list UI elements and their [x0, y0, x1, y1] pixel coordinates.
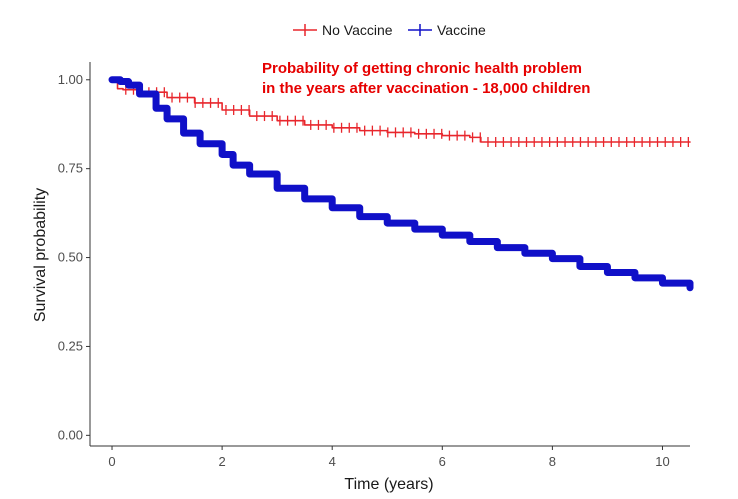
x-tick-label: 6 — [439, 454, 446, 469]
y-tick-label: 0.50 — [58, 250, 83, 265]
y-tick-label: 1.00 — [58, 72, 83, 87]
plot-area: 0 2 4 6 8 10 0.00 0.25 0.50 0.75 1.00 — [58, 62, 694, 469]
x-axis-title: Time (years) — [344, 476, 433, 493]
series-line-vaccine — [108, 76, 694, 292]
legend: No Vaccine Vaccine — [293, 22, 486, 38]
x-tick-label: 8 — [549, 454, 556, 469]
x-tick-label: 0 — [108, 454, 115, 469]
legend-label-vaccine: Vaccine — [437, 22, 486, 38]
annotation-line-2: in the years after vaccination - 18,000 … — [262, 80, 590, 97]
legend-label-no-vaccine: No Vaccine — [322, 22, 393, 38]
y-tick-label: 0.75 — [58, 161, 83, 176]
y-axis-title: Survival probability — [32, 188, 49, 322]
y-tick-label: 0.25 — [58, 338, 83, 353]
x-tick-label: 10 — [655, 454, 669, 469]
x-tick-label: 2 — [218, 454, 225, 469]
x-tick-label: 4 — [329, 454, 336, 469]
y-tick-label: 0.00 — [58, 427, 83, 442]
annotation-line-1: Probability of getting chronic health pr… — [262, 60, 582, 77]
annotation: Probability of getting chronic health pr… — [262, 60, 590, 97]
